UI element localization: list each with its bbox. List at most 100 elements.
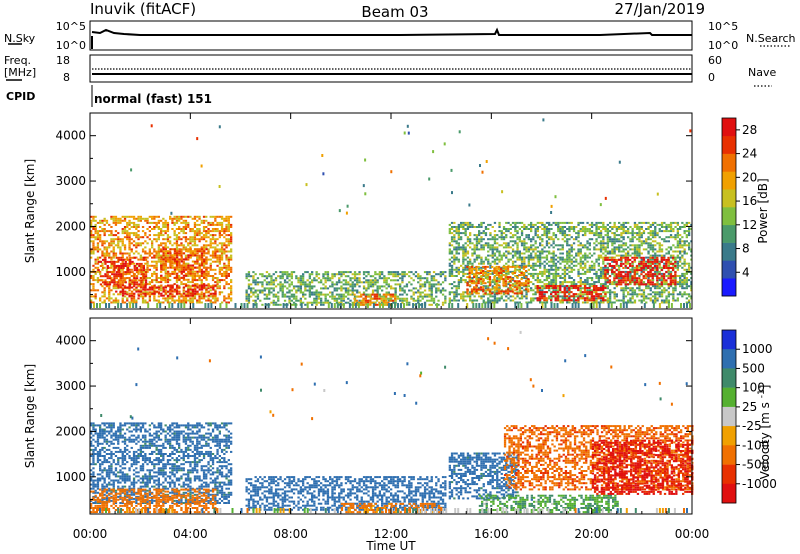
- data-cell: [178, 258, 181, 261]
- data-cell: [108, 293, 111, 296]
- data-cell: [189, 297, 192, 300]
- data-cell: [187, 290, 190, 293]
- data-cell: [593, 234, 596, 237]
- data-cell: [622, 228, 625, 230]
- data-cell: [491, 260, 494, 263]
- data-cell: [182, 289, 185, 292]
- data-cell: [629, 283, 632, 286]
- data-cell: [487, 254, 490, 257]
- data-cell: [160, 242, 163, 245]
- data-cell: [566, 262, 569, 265]
- data-cell: [627, 260, 630, 263]
- data-cell: [597, 258, 600, 261]
- data-cell: [480, 248, 483, 251]
- data-cell: [164, 260, 167, 263]
- data-cell: [541, 238, 544, 241]
- data-cell: [344, 275, 348, 278]
- data-cell: [196, 290, 199, 293]
- data-cell: [277, 297, 280, 300]
- data-cell: [453, 221, 456, 224]
- data-cell: [112, 254, 115, 257]
- data-cell: [532, 277, 535, 279]
- data-cell: [141, 248, 145, 251]
- data-cell: [375, 293, 379, 296]
- data-cell: [117, 284, 120, 287]
- data-cell: [493, 293, 497, 296]
- data-cell: [178, 254, 181, 257]
- data-cell: [184, 256, 188, 259]
- data-cell: [144, 286, 147, 289]
- data-cell: [387, 271, 390, 274]
- data-cell: [453, 291, 456, 294]
- data-cell: [534, 230, 537, 233]
- data-cell: [651, 250, 655, 253]
- data-cell: [487, 297, 490, 300]
- data-cell: [478, 232, 481, 235]
- data-cell: [184, 248, 188, 251]
- data-cell: [173, 248, 177, 251]
- data-cell: [505, 244, 508, 247]
- data-cell: [552, 256, 555, 259]
- data-cell: [230, 234, 233, 237]
- data-cell: [505, 256, 508, 259]
- data-cell: [92, 252, 95, 255]
- data-cell: [362, 293, 365, 296]
- data-cell: [211, 279, 215, 282]
- data-cell: [622, 301, 625, 304]
- data-cell: [647, 232, 650, 235]
- data-cell: [654, 268, 657, 271]
- data-cell: [153, 238, 156, 241]
- data-cell: [169, 279, 172, 282]
- data-cell: [126, 291, 129, 294]
- data-cell: [590, 289, 594, 292]
- data-cell: [532, 256, 535, 259]
- data-cell: [588, 277, 591, 279]
- data-cell: [391, 299, 395, 302]
- data-cell: [396, 295, 400, 298]
- data-cell: [153, 279, 156, 282]
- data-cell: [453, 295, 456, 298]
- data-cell: [160, 248, 163, 251]
- data-cell: [151, 272, 154, 275]
- data-cell: [164, 248, 167, 251]
- data-cell: [507, 242, 510, 245]
- data-cell: [640, 264, 643, 267]
- data-cell: [103, 266, 106, 269]
- data-cell: [597, 248, 600, 251]
- data-cell: [182, 299, 185, 302]
- data-cell: [218, 266, 221, 269]
- data-cell: [146, 219, 149, 222]
- data-cell: [274, 295, 278, 298]
- data-cell: [117, 240, 120, 243]
- data-cell: [331, 277, 334, 280]
- data-cell: [148, 238, 151, 241]
- data-cell: [554, 254, 558, 257]
- data-cell: [462, 266, 465, 269]
- data-cell: [230, 293, 233, 296]
- data-cell: [514, 221, 517, 224]
- data-cell: [419, 299, 422, 302]
- data-cell: [200, 281, 203, 284]
- data-cell: [130, 238, 133, 241]
- data-cell: [175, 219, 179, 222]
- data-cell: [584, 232, 587, 235]
- data-cell: [432, 271, 436, 274]
- data-cell: [572, 242, 576, 245]
- data-cell: [196, 250, 199, 253]
- data-cell: [96, 256, 100, 259]
- data-cell: [200, 284, 204, 287]
- data-cell: [514, 264, 517, 267]
- data-cell: [516, 275, 519, 277]
- data-cell: [423, 277, 427, 280]
- data-cell: [265, 303, 269, 306]
- data-cell: [178, 219, 181, 222]
- data-cell: [205, 232, 208, 235]
- data-cell: [532, 297, 535, 300]
- data-cell: [184, 297, 188, 300]
- data-cell: [624, 301, 628, 304]
- data-cell: [214, 228, 217, 230]
- data-cell: [169, 284, 172, 287]
- data-region: [245, 271, 447, 306]
- data-cell: [101, 228, 104, 230]
- data-cell: [394, 289, 397, 292]
